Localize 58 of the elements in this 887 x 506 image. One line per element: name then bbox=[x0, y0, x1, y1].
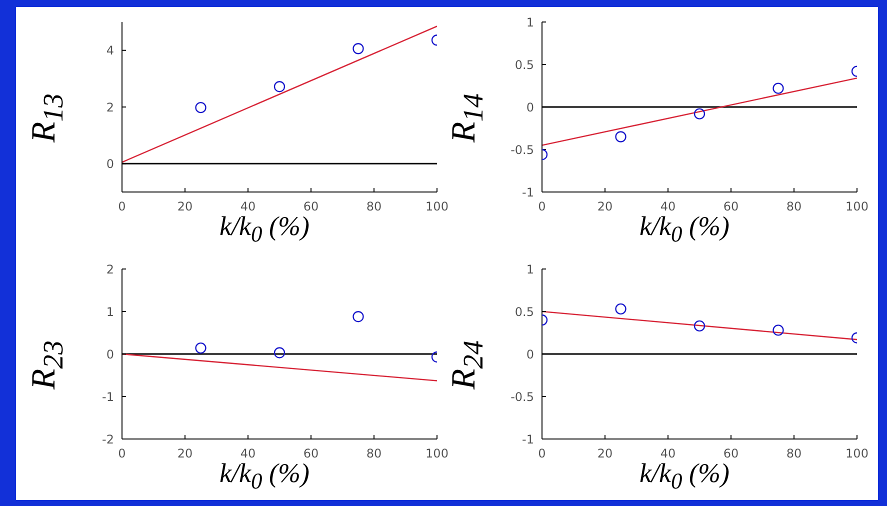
x-tick-label: 80 bbox=[366, 446, 382, 461]
x-tick-label: 60 bbox=[723, 200, 739, 214]
x-tick-label: 0 bbox=[118, 200, 126, 214]
x-tick-label: 20 bbox=[597, 200, 613, 214]
y-tick-label: 0 bbox=[106, 156, 114, 171]
x-tick-label: 100 bbox=[846, 446, 868, 461]
x-tick-label: 60 bbox=[303, 200, 319, 214]
x-tick-label: 20 bbox=[177, 200, 193, 214]
point bbox=[352, 311, 364, 322]
x-axis-title: k/k$_{0}$ (%) bbox=[640, 458, 730, 494]
y-tick-label: 0 bbox=[526, 100, 534, 114]
x-tick-label: 20 bbox=[597, 446, 613, 461]
y-tick-label: -1 bbox=[522, 185, 534, 200]
point bbox=[772, 82, 784, 94]
point bbox=[615, 131, 626, 142]
y-tick-label: 1 bbox=[526, 15, 534, 30]
y-tick-label: 1 bbox=[106, 304, 114, 319]
point bbox=[694, 108, 706, 120]
x-tick-label: 20 bbox=[177, 446, 193, 461]
point bbox=[195, 102, 206, 114]
x-tick-label: 80 bbox=[366, 200, 382, 214]
x-tick-label: 40 bbox=[660, 200, 676, 214]
x-tick-label: 40 bbox=[240, 446, 256, 461]
x-tick-label: 100 bbox=[426, 446, 448, 461]
x-tick-label: 100 bbox=[426, 200, 448, 214]
point bbox=[195, 342, 206, 354]
x-axis-title: k/k$_{0}$ (%) bbox=[220, 458, 310, 494]
y-tick-label: 0.5 bbox=[514, 58, 534, 72]
y-tick-label: -1 bbox=[522, 432, 534, 446]
x-tick-label: 40 bbox=[240, 200, 256, 214]
x-tick-label: 0 bbox=[118, 446, 126, 461]
x-tick-label: 0 bbox=[538, 446, 546, 461]
y-tick-label: 0 bbox=[526, 347, 534, 362]
y-tick-label: -0.5 bbox=[510, 142, 534, 157]
point bbox=[694, 320, 706, 332]
x-tick-label: 80 bbox=[786, 446, 802, 461]
x-tick-label: 0 bbox=[538, 200, 546, 214]
x-tick-label: 80 bbox=[786, 200, 802, 214]
point bbox=[274, 81, 286, 92]
y-tick-label: 0 bbox=[106, 347, 114, 362]
x-tick-label: 60 bbox=[723, 446, 739, 461]
point bbox=[615, 303, 626, 315]
x-axis-title: k/k$_{0}$ (%) bbox=[220, 211, 310, 246]
y-tick-label: 0.5 bbox=[514, 304, 534, 319]
x-tick-label: 40 bbox=[660, 446, 676, 461]
point bbox=[274, 347, 286, 358]
x-tick-label: 60 bbox=[303, 446, 319, 461]
x-axis-title: k/k$_{0}$ (%) bbox=[640, 211, 730, 246]
x-tick-label: 100 bbox=[846, 200, 868, 214]
y-tick-label: -0.5 bbox=[510, 390, 534, 404]
point bbox=[772, 324, 784, 336]
y-tick-label: 2 bbox=[106, 262, 114, 276]
y-tick-label: -1 bbox=[102, 390, 114, 404]
y-tick-label: 4 bbox=[106, 44, 114, 58]
y-tick-label: 1 bbox=[526, 262, 534, 276]
point bbox=[352, 43, 364, 54]
y-tick-label: 2 bbox=[106, 100, 114, 114]
y-tick-label: -2 bbox=[102, 432, 114, 446]
